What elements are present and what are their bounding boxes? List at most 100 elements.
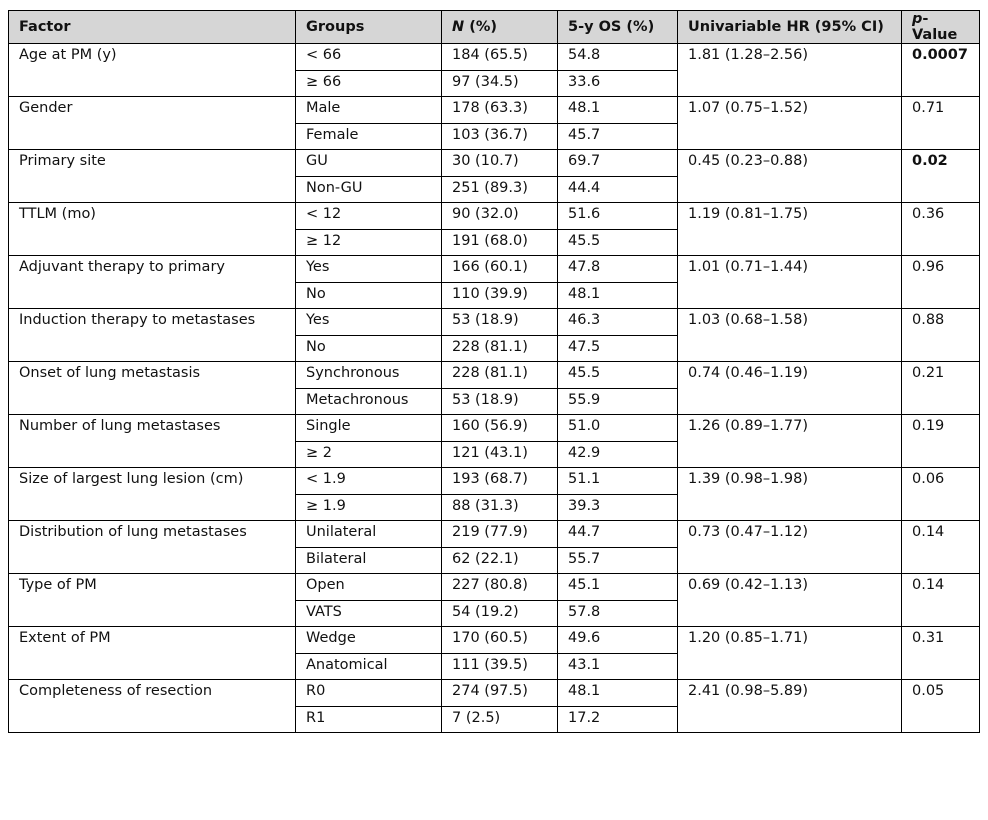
table-row: TTLM (mo) < 12 90 (32.0) 51.6 1.19 (0.81–1.7…: [8, 202, 980, 256]
factor-cell: Induction therapy to metastases: [8, 308, 296, 362]
factor-cell: Size of largest lung lesion (cm): [8, 467, 296, 521]
group-cell: No: [295, 334, 442, 362]
survival-factors-table: Factor Groups N (%) 5-y OS (%) Univariab…: [8, 10, 980, 733]
p-value-cell: 0.21: [901, 361, 980, 415]
group-cell: < 66: [295, 43, 442, 71]
group-cell: Non-GU: [295, 175, 442, 203]
n-cell: 193 (68.7): [441, 467, 558, 495]
group-cell: Anatomical: [295, 652, 442, 680]
factor-cell: Gender: [8, 96, 296, 150]
p-value-cell: 0.31: [901, 626, 980, 680]
table-row: Non-GU 251 (89.3) 44.4: [9, 175, 980, 203]
n-cell: 191 (68.0): [441, 228, 558, 256]
table-row: Onset of lung metastasis Synchronous 228 (…: [8, 361, 980, 415]
group-cell: ≥ 66: [295, 69, 442, 97]
factor-cell: Type of PM: [8, 573, 296, 627]
group-cell: Wedge: [295, 626, 442, 654]
hr-cell: 0.69 (0.42–1.13): [677, 573, 902, 627]
os-cell: 55.9: [557, 387, 678, 415]
header-n-rest: (%): [464, 19, 497, 35]
os-cell: 51.1: [557, 467, 678, 495]
n-cell: 88 (31.3): [441, 493, 558, 521]
table-row: R1 7 (2.5) 17.2: [9, 705, 980, 733]
group-cell: No: [295, 281, 442, 309]
table-row: ≥ 1.9 88 (31.3) 39.3: [9, 493, 980, 521]
os-cell: 54.8: [557, 43, 678, 71]
n-cell: 111 (39.5): [441, 652, 558, 680]
hr-cell: 1.39 (0.98–1.98): [677, 467, 902, 521]
factor-cell: Number of lung metastases: [8, 414, 296, 468]
n-cell: 227 (80.8): [441, 573, 558, 601]
p-value-cell: 0.19: [901, 414, 980, 468]
hr-cell: 1.01 (0.71–1.44): [677, 255, 902, 309]
n-cell: 170 (60.5): [441, 626, 558, 654]
os-cell: 57.8: [557, 599, 678, 627]
hr-cell: 0.45 (0.23–0.88): [677, 149, 902, 203]
p-value-cell: 0.02: [901, 149, 980, 203]
n-cell: 110 (39.9): [441, 281, 558, 309]
table-row: Anatomical 111 (39.5) 43.1: [9, 652, 980, 680]
p-value-cell: 0.88: [901, 308, 980, 362]
n-cell: 90 (32.0): [441, 202, 558, 230]
factor-cell: Distribution of lung metastases: [8, 520, 296, 574]
group-cell: Synchronous: [295, 361, 442, 389]
os-cell: 44.7: [557, 520, 678, 548]
group-cell: Bilateral: [295, 546, 442, 574]
os-cell: 48.1: [557, 281, 678, 309]
group-cell: Male: [295, 96, 442, 124]
table-row: Gender Male 178 (63.3) 48.1 1.07 (0.75–1.52)…: [8, 96, 980, 150]
group-cell: ≥ 2: [295, 440, 442, 468]
os-cell: 44.4: [557, 175, 678, 203]
table-row: Distribution of lung metastases Unilatera…: [8, 520, 980, 574]
group-cell: R1: [295, 705, 442, 733]
factor-cell: Extent of PM: [8, 626, 296, 680]
header-p: p-Value: [901, 10, 980, 44]
header-p-rest: -Value: [912, 11, 958, 43]
n-cell: 228 (81.1): [441, 334, 558, 362]
hr-cell: 1.81 (1.28–2.56): [677, 43, 902, 97]
header-n-italic: N: [452, 19, 465, 35]
factor-cell: Onset of lung metastasis: [8, 361, 296, 415]
header-factor: Factor: [8, 10, 296, 44]
table-row: Size of largest lung lesion (cm) < 1.9 193…: [8, 467, 980, 521]
table-row: No 110 (39.9) 48.1: [9, 281, 980, 309]
group-cell: GU: [295, 149, 442, 177]
os-cell: 33.6: [557, 69, 678, 97]
n-cell: 54 (19.2): [441, 599, 558, 627]
os-cell: 43.1: [557, 652, 678, 680]
os-cell: 51.6: [557, 202, 678, 230]
group-cell: Female: [295, 122, 442, 150]
os-cell: 69.7: [557, 149, 678, 177]
header-n: N (%): [441, 10, 558, 44]
n-cell: 274 (97.5): [441, 679, 558, 707]
hr-cell: 0.74 (0.46–1.19): [677, 361, 902, 415]
hr-cell: 1.26 (0.89–1.77): [677, 414, 902, 468]
table-row: Metachronous 53 (18.9) 55.9: [9, 387, 980, 415]
factor-cell: Adjuvant therapy to primary: [8, 255, 296, 309]
table-row: Type of PM Open 227 (80.8) 45.1 0.69 (0.42–1…: [8, 573, 980, 627]
table-row: Primary site GU 30 (10.7) 69.7 0.45 (0.23–0.…: [8, 149, 980, 203]
n-cell: 228 (81.1): [441, 361, 558, 389]
n-cell: 219 (77.9): [441, 520, 558, 548]
os-cell: 49.6: [557, 626, 678, 654]
n-cell: 53 (18.9): [441, 308, 558, 336]
group-cell: < 12: [295, 202, 442, 230]
hr-cell: 2.41 (0.98–5.89): [677, 679, 902, 733]
group-cell: VATS: [295, 599, 442, 627]
table-row: ≥ 12 191 (68.0) 45.5: [9, 228, 980, 256]
group-cell: Yes: [295, 255, 442, 283]
os-cell: 45.7: [557, 122, 678, 150]
os-cell: 46.3: [557, 308, 678, 336]
hr-cell: 1.19 (0.81–1.75): [677, 202, 902, 256]
n-cell: 160 (56.9): [441, 414, 558, 442]
os-cell: 47.5: [557, 334, 678, 362]
header-p-italic: p: [912, 11, 923, 27]
n-cell: 53 (18.9): [441, 387, 558, 415]
group-cell: ≥ 12: [295, 228, 442, 256]
factor-cell: TTLM (mo): [8, 202, 296, 256]
os-cell: 45.5: [557, 361, 678, 389]
n-cell: 7 (2.5): [441, 705, 558, 733]
table-body: Age at PM (y) < 66 184 (65.5) 54.8 1.81 (1.2…: [8, 43, 980, 733]
n-cell: 178 (63.3): [441, 96, 558, 124]
group-cell: Metachronous: [295, 387, 442, 415]
